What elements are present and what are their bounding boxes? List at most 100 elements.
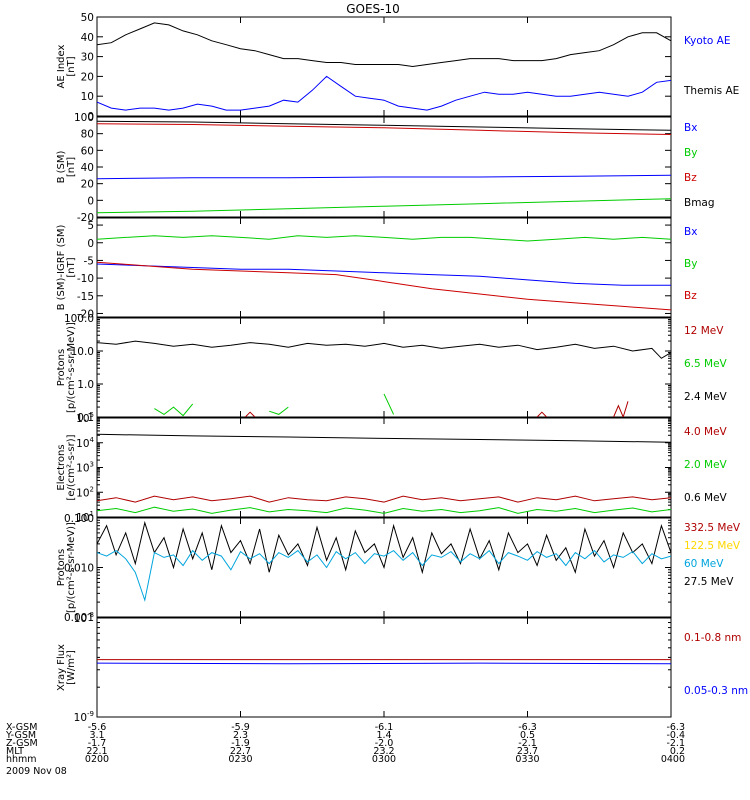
- legend-entry: Bx: [684, 226, 697, 238]
- y-tick-exponent: 5: [90, 411, 94, 419]
- legend-entry: Bz: [684, 290, 697, 302]
- figure-title: GOES-10: [346, 2, 400, 16]
- y-axis-label: AE Index: [56, 44, 67, 88]
- y-tick-label: 104: [76, 436, 94, 450]
- y-tick-exponent: 3: [90, 461, 94, 469]
- legend-entry: 332.5 MeV: [684, 522, 741, 534]
- series-line-0: [97, 22, 671, 68]
- x-row-value: -6.3: [518, 722, 537, 733]
- x-row-value: 3.1: [89, 730, 104, 741]
- y-tick-label: 0: [87, 111, 94, 123]
- y-axis-label: [nT]: [66, 157, 77, 177]
- x-row-label: X-GSM: [6, 722, 37, 733]
- y-tick-label: 0: [87, 238, 94, 250]
- x-row-value: -1.7: [88, 738, 107, 749]
- y-axis-label: Electrons: [56, 444, 67, 490]
- legend-entry: 2.4 MeV: [684, 391, 728, 403]
- legend-entry: By: [684, 147, 697, 159]
- y-tick-label: 0.010: [64, 563, 94, 575]
- y-tick-label: -10: [77, 273, 94, 285]
- panel-2: -20 -15 -10 -5 0 5 B (SM)-IGRF (SM) [nT] Bx By Bz: [56, 217, 697, 320]
- y-axis-label: [e/(cm²-s-sr)]: [66, 434, 77, 500]
- y-tick-label: 20: [81, 179, 94, 191]
- y-tick-label: 0.100: [64, 513, 94, 525]
- y-axis-label: [p/(cm²-s-sr-MeV)]: [66, 322, 77, 413]
- legend-entry: Bz: [684, 172, 697, 184]
- panel-frame: [96, 317, 672, 418]
- legend-entry: 6.5 MeV: [684, 358, 728, 370]
- y-tick-label: 80: [81, 129, 94, 141]
- x-row-value: 0.5: [520, 730, 535, 741]
- panel-frame: [96, 617, 672, 718]
- panel-frame: [96, 16, 672, 117]
- panel-frame: [96, 116, 672, 218]
- x-row-value: -6.1: [375, 722, 394, 733]
- x-row-value: 0.2: [670, 746, 685, 757]
- y-axis-label: [p/(cm²-s-sr-MeV)]: [66, 522, 77, 613]
- y-tick-label: 60: [81, 145, 94, 157]
- panel-0: 0 10 20 30 40 50 AE Index [nT] Kyoto AE Themis AE: [56, 12, 739, 123]
- y-tick-label: 5: [87, 220, 94, 232]
- x-row-value: 0200: [85, 754, 109, 765]
- y-tick-label: 40: [81, 32, 94, 44]
- y-tick-label: 10.0: [71, 346, 94, 358]
- x-row-value: 0230: [228, 754, 252, 765]
- y-axis-label: [nT]: [66, 257, 77, 277]
- x-row-value: 22.1: [86, 746, 107, 757]
- x-row-value: -5.6: [88, 722, 107, 733]
- x-row-value: 2.3: [233, 730, 248, 741]
- series-line-0: [97, 120, 671, 131]
- x-row-value: 1.4: [376, 730, 391, 741]
- y-tick-exponent: -8: [87, 611, 94, 619]
- x-row-label: Z-GSM: [6, 738, 38, 749]
- x-row-label: Y-GSM: [5, 730, 36, 741]
- x-row-value: 0330: [515, 754, 539, 765]
- y-tick-label: 0: [87, 195, 94, 207]
- x-row-value: -2.1: [518, 738, 537, 749]
- legend-entry: 0.6 MeV: [684, 492, 728, 504]
- legend-entry: 12 MeV: [684, 325, 724, 337]
- legend-entry: 122.5 MeV: [684, 540, 741, 552]
- date-label: 2009 Nov 08: [6, 766, 67, 777]
- y-tick-exponent: 4: [90, 436, 95, 444]
- y-tick-exponent: -9: [87, 710, 94, 718]
- legend-entry: 2.0 MeV: [684, 459, 728, 471]
- y-axis-label: Protons: [56, 349, 67, 386]
- y-axis-label: [nT]: [66, 56, 77, 76]
- y-tick-label: 50: [81, 12, 94, 24]
- x-row-value: -2.1: [666, 738, 685, 749]
- y-tick-label: 1.0: [77, 379, 94, 391]
- legend-entry: 60 MeV: [684, 558, 724, 570]
- legend-entry: 0.05-0.3 nm: [684, 685, 748, 697]
- x-row-value: 0400: [661, 754, 685, 765]
- legend-entry: Kyoto AE: [684, 35, 730, 47]
- x-row-value: -0.4: [666, 730, 685, 741]
- series-line-2: [269, 406, 289, 415]
- series-line-2: [97, 174, 671, 180]
- y-axis-label: Xray Flux: [56, 644, 67, 691]
- x-row-value: -6.3: [666, 722, 685, 733]
- panel-5: 0.001 0.010 0.100 Protons [p/(cm²-s-sr-MeV)]…: [56, 513, 741, 624]
- x-row-label: MLT: [6, 746, 24, 757]
- series-line-3: [383, 393, 395, 415]
- x-row-value: 23.2: [373, 746, 394, 757]
- series-line-1: [97, 263, 671, 286]
- y-tick-label: -5: [84, 255, 94, 267]
- series-line-1: [97, 549, 671, 603]
- y-axis-label: Protons: [56, 549, 67, 586]
- y-tick-label: 0.001: [64, 612, 94, 624]
- legend-entry: 0.1-0.8 nm: [684, 632, 741, 644]
- y-tick-label: 20: [81, 71, 94, 83]
- y-tick-label: 103: [76, 461, 94, 475]
- panel-3: 0.1 1.0 10.0 100.0 Protons [p/(cm²-s-sr-MeV)]…: [56, 313, 728, 424]
- y-tick-label: 100: [74, 112, 94, 124]
- x-row-label: hhmm: [6, 754, 37, 765]
- y-tick-label: 102: [76, 485, 94, 499]
- series-line-0: [97, 235, 671, 242]
- y-tick-label: 100.0: [64, 313, 94, 325]
- y-tick-label: -20: [77, 308, 94, 320]
